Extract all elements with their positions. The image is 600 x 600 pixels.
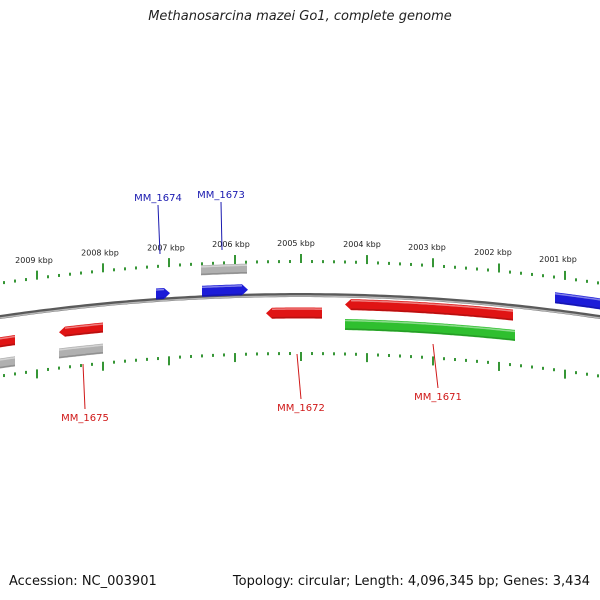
forward-cds-edge[interactable] — [554, 292, 600, 310]
tick-label: 2008 kbp — [81, 249, 119, 258]
gene-leader-line — [157, 204, 161, 255]
gene-label[interactable]: MM_1671 — [414, 392, 462, 403]
tick-label: 2005 kbp — [277, 239, 315, 248]
reverse-cds-edge[interactable] — [0, 335, 16, 348]
forward-gene-mm1673[interactable] — [200, 263, 247, 276]
gene-leader-line — [220, 201, 223, 251]
forward-cds-mm1673[interactable] — [201, 284, 248, 297]
tick-label: 2009 kbp — [15, 256, 53, 265]
reverse-gene-mm1671[interactable] — [345, 319, 516, 341]
accession-label: Accession: NC_003901 — [9, 574, 157, 589]
reverse-gene-edge[interactable] — [0, 356, 16, 369]
gene-leader-line — [432, 343, 439, 389]
map-title: Methanosarcina mazei Go1, complete genom… — [148, 9, 452, 24]
tick-label: 2002 kbp — [474, 248, 512, 257]
genome-backbone-highlight — [0, 295, 600, 319]
reverse-gene-mm1675[interactable] — [58, 343, 104, 359]
gene-label[interactable]: MM_1675 — [61, 413, 109, 424]
gene-leader-line — [82, 363, 86, 410]
genome-backbone — [0, 293, 600, 320]
tick-label: 2001 kbp — [539, 255, 577, 264]
tick-label: 2006 kbp — [212, 240, 250, 249]
gene-label[interactable]: MM_1674 — [134, 193, 182, 204]
reverse-cds-mm1672[interactable] — [266, 307, 322, 319]
reverse-cds-mm1671[interactable] — [345, 299, 514, 321]
tick-label: 2004 kbp — [343, 240, 381, 249]
tick-label: 2007 kbp — [147, 243, 185, 252]
forward-cds-mm1674[interactable] — [155, 288, 170, 300]
reverse-cds-mm1675[interactable] — [59, 322, 104, 337]
gene-label[interactable]: MM_1673 — [197, 190, 245, 201]
genome-summary: Topology: circular; Length: 4,096,345 bp… — [232, 574, 590, 589]
gene-label[interactable]: MM_1672 — [277, 403, 325, 414]
gene-leader-line — [296, 353, 302, 400]
tick-label: 2003 kbp — [408, 243, 446, 252]
